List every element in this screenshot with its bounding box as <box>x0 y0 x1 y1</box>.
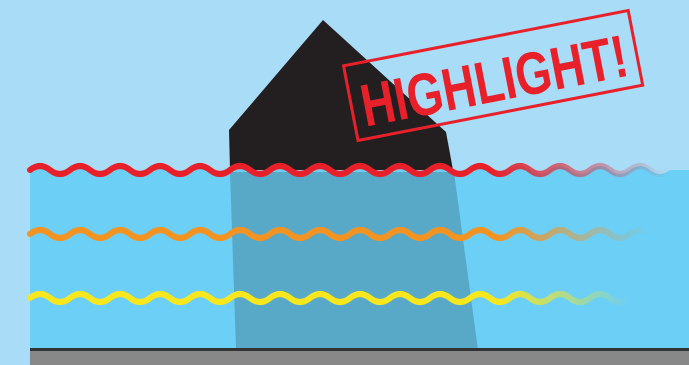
yellow-wave <box>27 291 633 305</box>
orange-wave <box>27 227 653 241</box>
floor <box>30 351 689 365</box>
stamp-box <box>341 8 645 143</box>
floor-edge <box>30 348 689 351</box>
submerged-shape <box>230 172 478 350</box>
red-wave <box>27 163 673 177</box>
